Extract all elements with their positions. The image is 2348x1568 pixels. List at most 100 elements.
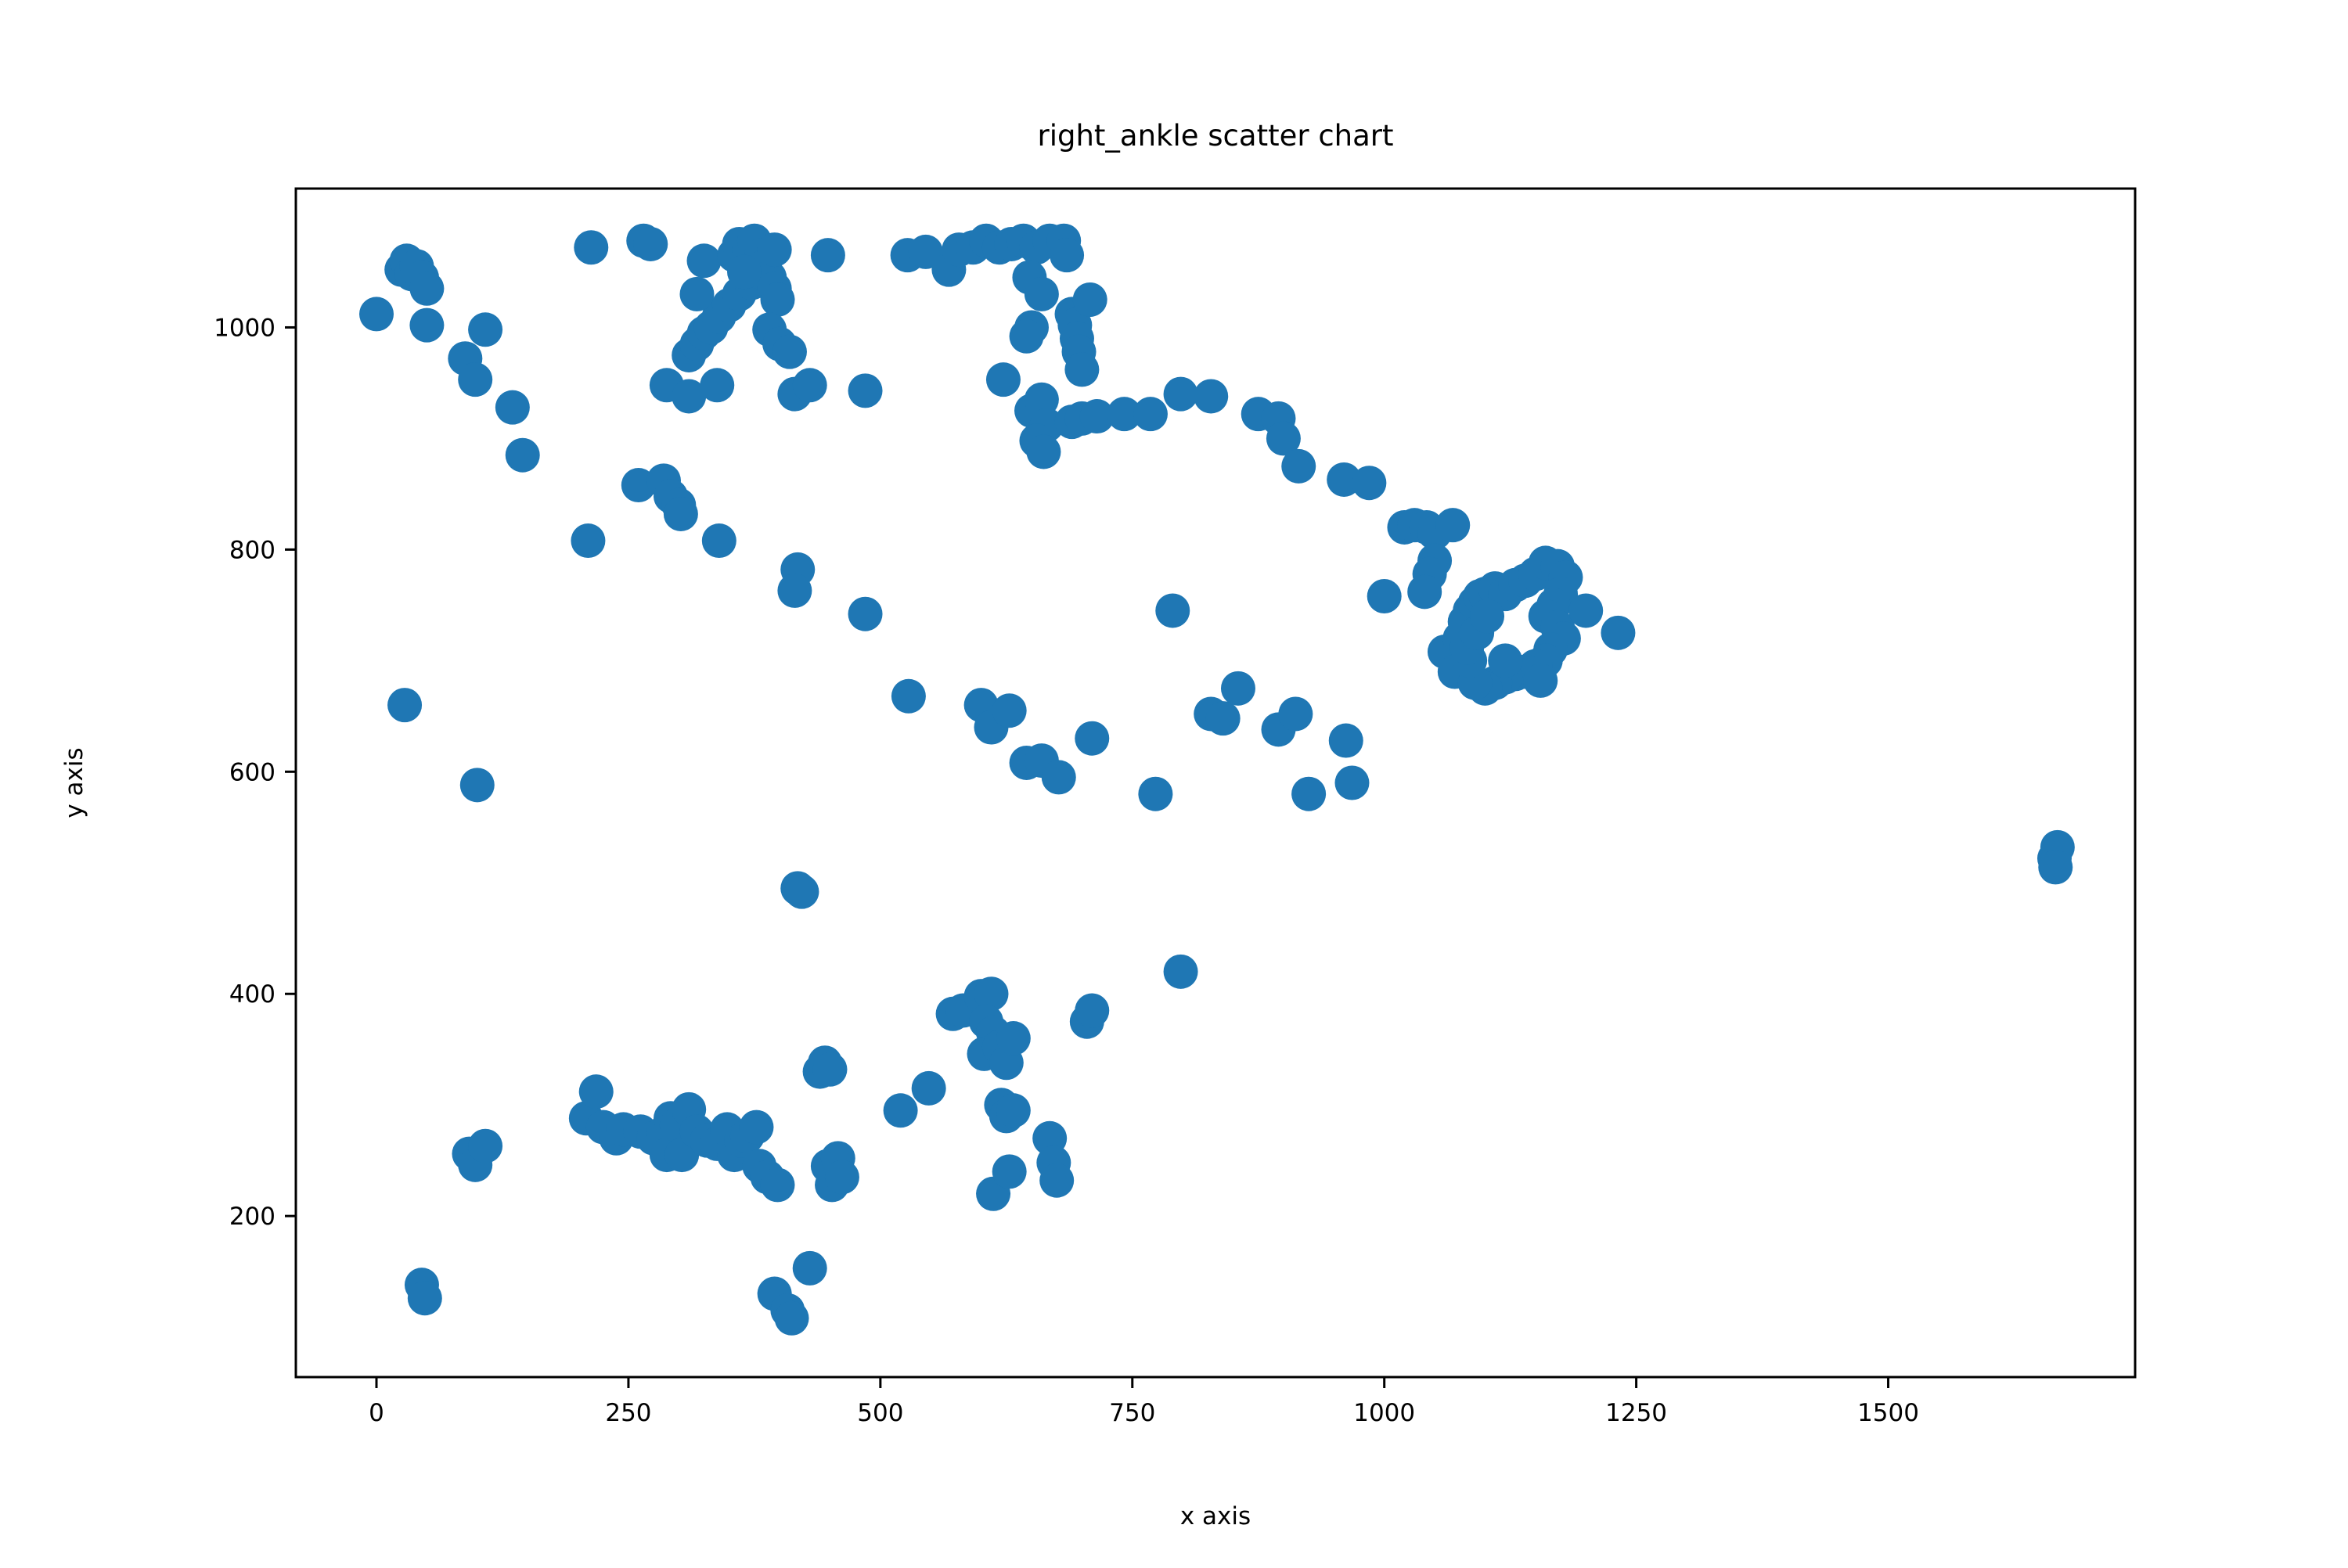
- data-point: [1041, 760, 1076, 795]
- data-point: [1568, 593, 1604, 628]
- data-point: [992, 1154, 1027, 1189]
- data-point: [1026, 434, 1061, 469]
- data-point: [1163, 376, 1198, 412]
- data-point: [757, 232, 792, 268]
- data-point: [1435, 508, 1471, 543]
- axis-ticks: 0 250 500 750 1000 1250 1500 200 400 600 800 1000: [214, 314, 1919, 1427]
- data-point: [574, 230, 609, 265]
- chart-title: right_ankle scatter chart: [1037, 119, 1393, 153]
- data-point: [1138, 776, 1173, 811]
- data-point: [1488, 643, 1523, 678]
- x-tick-label: 1250: [1605, 1399, 1667, 1427]
- x-tick-label: 1500: [1857, 1399, 1919, 1427]
- data-point: [672, 379, 707, 414]
- data-point: [633, 226, 668, 261]
- data-point: [760, 282, 795, 317]
- data-point: [409, 271, 445, 306]
- data-point: [1075, 721, 1110, 756]
- data-point: [1075, 993, 1110, 1028]
- data-point: [792, 368, 827, 403]
- x-tick-label: 1000: [1353, 1399, 1415, 1427]
- data-point: [663, 496, 698, 531]
- data-point: [686, 243, 722, 279]
- data-point: [992, 693, 1027, 728]
- data-point: [1163, 954, 1198, 989]
- data-point: [459, 768, 495, 803]
- data-point: [1266, 421, 1301, 456]
- data-point: [1407, 574, 1442, 610]
- data-point: [1024, 382, 1059, 417]
- data-point: [760, 1167, 795, 1203]
- data-point: [409, 307, 445, 343]
- data-point: [1328, 723, 1363, 758]
- data-point: [1155, 593, 1190, 628]
- data-point: [792, 1250, 827, 1286]
- data-point: [1352, 466, 1387, 501]
- data-point: [1072, 282, 1107, 317]
- data-point: [1601, 615, 1636, 650]
- data-point: [848, 596, 883, 631]
- data-point: [1079, 399, 1115, 434]
- data-point: [1367, 579, 1402, 614]
- y-tick-label: 800: [229, 536, 275, 564]
- data-point: [1470, 599, 1505, 634]
- data-point: [727, 254, 762, 290]
- data-point: [772, 334, 807, 369]
- y-tick-label: 1000: [214, 314, 275, 342]
- data-point: [1009, 318, 1044, 354]
- data-points: [359, 223, 2075, 1336]
- y-tick-label: 200: [229, 1203, 275, 1231]
- data-point: [739, 1109, 774, 1145]
- data-point: [458, 362, 493, 397]
- data-point: [387, 688, 423, 723]
- data-point: [1133, 397, 1168, 432]
- data-point: [774, 1300, 809, 1336]
- data-point: [810, 238, 845, 273]
- data-point: [2038, 850, 2073, 885]
- data-point: [848, 373, 883, 408]
- data-point: [883, 1093, 918, 1128]
- data-point: [1039, 1163, 1075, 1198]
- data-point: [359, 297, 394, 332]
- data-point: [407, 1281, 442, 1316]
- data-point: [701, 523, 736, 559]
- data-point: [996, 1021, 1031, 1056]
- y-tick-label: 600: [229, 758, 275, 786]
- data-point: [777, 573, 812, 608]
- x-tick-label: 500: [857, 1399, 903, 1427]
- data-point: [505, 437, 540, 473]
- data-point: [891, 678, 926, 714]
- data-point: [1291, 776, 1327, 811]
- data-point: [911, 1070, 946, 1106]
- data-point: [974, 976, 1009, 1012]
- data-point: [468, 312, 503, 347]
- data-point: [1278, 696, 1313, 732]
- data-point: [1064, 352, 1100, 387]
- data-point: [784, 874, 819, 909]
- data-point: [985, 362, 1021, 397]
- data-point: [679, 276, 715, 311]
- data-point: [996, 1093, 1031, 1128]
- data-point: [1220, 671, 1255, 706]
- data-point: [1327, 462, 1362, 497]
- data-point: [700, 368, 735, 403]
- data-point: [495, 390, 530, 425]
- y-tick-label: 400: [229, 980, 275, 1009]
- data-point: [812, 1052, 848, 1087]
- data-point: [1523, 663, 1558, 698]
- data-point: [1281, 448, 1316, 484]
- data-point: [1334, 765, 1370, 800]
- data-point: [468, 1128, 503, 1163]
- x-tick-label: 0: [369, 1399, 384, 1427]
- data-point: [1205, 701, 1241, 736]
- data-point: [1050, 238, 1085, 273]
- x-axis-label: x axis: [1180, 1502, 1251, 1530]
- data-point: [578, 1074, 614, 1109]
- data-point: [824, 1160, 859, 1195]
- data-point: [571, 523, 606, 559]
- y-axis-label: y axis: [60, 747, 88, 818]
- data-point: [1107, 397, 1142, 432]
- data-point: [1194, 379, 1229, 414]
